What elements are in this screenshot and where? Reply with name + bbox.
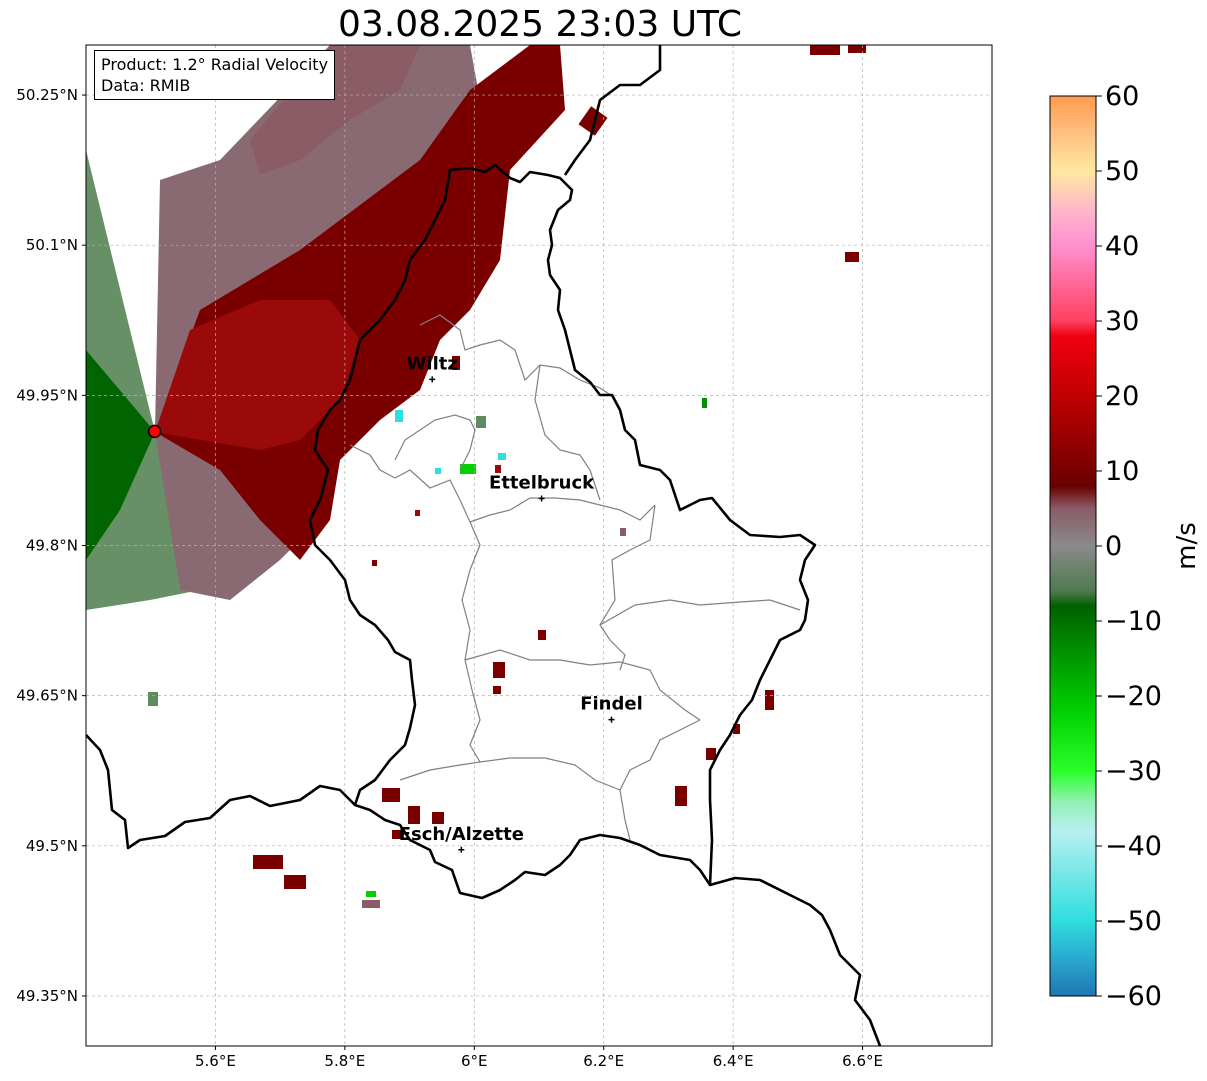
axis-ticks: 50.25°N 50.1°N 49.95°N 49.8°N 49.65°N 49.5°N 4… [16,86,883,1070]
echo-cell [493,662,505,678]
colorbar-tick-label: 50 [1105,156,1139,187]
outbound-band-mid [155,300,360,450]
echo-cell [253,855,283,869]
echo-cell [415,510,420,516]
colorbar-tick-label: 20 [1105,381,1139,412]
colorbar-tick-label: −20 [1105,681,1162,712]
echo-cell [392,830,402,839]
radar-site-marker [147,424,162,439]
lat-tick-label: 49.95°N [16,386,78,404]
lat-tick-label: 49.35°N [16,987,78,1005]
radar-site [147,424,162,439]
border-france-south [709,876,882,1046]
lat-tick-label: 50.25°N [16,86,78,104]
echo-cell [578,106,608,136]
echo-cell [495,465,501,473]
echo-cell [476,416,486,428]
lon-tick-label: 5.8°E [324,1052,365,1070]
echo-cell [733,724,740,734]
city-marker [429,376,436,383]
city-label: Wiltz [407,353,458,374]
border-luxembourg [308,163,817,900]
lon-tick-label: 6.4°E [713,1052,754,1070]
lat-tick-label: 49.65°N [16,687,78,705]
city-marker [458,846,465,853]
city-marker [608,716,615,723]
lat-tick-label: 49.8°N [26,537,78,555]
city-label: Findel [580,694,643,715]
colorbar-tick-label: −10 [1105,606,1162,637]
echo-cell [765,690,774,710]
echo-cell [372,560,377,566]
colorbar-tick-label: 30 [1105,306,1139,337]
colorbar-tick-label: −30 [1105,756,1162,787]
echo-cell [848,45,866,53]
canton-boundaries [349,314,801,841]
colorbar-fill [1049,95,1097,997]
city-label: Ettelbruck [489,472,595,493]
outbound-band-top [250,45,420,175]
info-data-source: Data: RMIB [101,76,191,95]
echo-cell [706,748,716,760]
border-germany-east [563,45,662,176]
colorbar-label: m/s [1172,522,1202,570]
echo-cell [538,630,546,640]
echo-cell [620,528,626,536]
echo-cell [366,891,376,897]
gridlines [86,45,992,1046]
echo-cell [148,692,158,706]
echo-cell [395,410,403,422]
echo-cell [810,45,840,55]
info-product: Product: 1.2° Radial Velocity [101,55,329,74]
radar-map: 50.25°N 50.1°N 49.95°N 49.8°N 49.65°N 49.5°N 4… [16,44,993,1070]
echo-cell [460,464,476,474]
echo-cell [702,398,707,408]
inbound-sector-green [86,350,155,560]
lat-tick-label: 49.5°N [26,837,78,855]
echo-cell [493,686,501,694]
colorbar-tick-label: −60 [1105,981,1162,1012]
radar-echoes [86,45,866,908]
colorbar-tick-label: −50 [1105,906,1162,937]
city-markers: Wiltz Ettelbruck Findel Esch/Alzette [399,353,643,853]
colorbar-tick-label: 40 [1105,231,1139,262]
echo-cell [362,900,380,908]
lon-tick-label: 6°E [461,1052,488,1070]
colorbar-tick-label: 60 [1105,81,1139,112]
echo-cell [382,788,400,802]
echo-cell [452,356,460,370]
echo-cell [435,468,441,474]
echo-cell [845,252,859,262]
lat-tick-label: 50.1°N [26,236,78,254]
border-belgium-france [86,734,356,850]
lon-tick-label: 6.2°E [583,1052,624,1070]
city-marker [538,495,545,502]
echo-cell [498,453,506,460]
echo-cell [432,812,444,824]
info-box: Product: 1.2° Radial Velocity Data: RMIB [94,50,336,100]
colorbar-tick-label: −40 [1105,831,1162,862]
echo-cell [408,806,420,824]
echo-cell [675,786,687,806]
colorbar-ticks: 60 50 40 30 20 10 0 −10 −20 −30 −40 −50 −60 [1096,81,1162,1012]
lon-tick-label: 6.6°E [842,1052,883,1070]
city-label: Esch/Alzette [399,824,524,845]
colorbar-tick-label: 10 [1105,456,1139,487]
country-borders [86,45,882,1046]
plot-title: 03.08.2025 23:03 UTC [337,4,743,45]
colorbar-tick-label: 0 [1105,531,1122,562]
lon-tick-label: 5.6°E [195,1052,236,1070]
echo-cell [284,875,306,889]
